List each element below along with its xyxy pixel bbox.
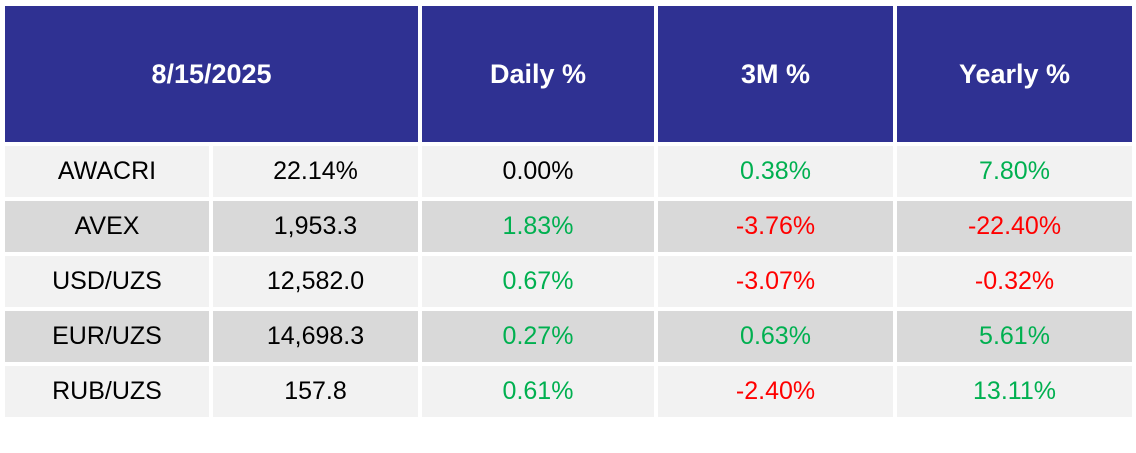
yearly-change-cell: 13.11%: [897, 366, 1132, 417]
header-yearly-cell: Yearly %: [897, 6, 1132, 142]
daily-change-cell: 0.27%: [422, 311, 654, 362]
daily-change-cell: 0.00%: [422, 146, 654, 197]
yearly-change-cell: -22.40%: [897, 201, 1132, 252]
instrument-value-cell: 157.8: [213, 366, 418, 417]
header-date-cell: 8/15/2025: [5, 6, 418, 142]
three-month-change-cell: 0.38%: [658, 146, 893, 197]
three-month-change-cell: 0.63%: [658, 311, 893, 362]
three-month-change-cell: -3.76%: [658, 201, 893, 252]
instrument-value-cell: 1,953.3: [213, 201, 418, 252]
daily-change-cell: 0.67%: [422, 256, 654, 307]
rates-grid: 8/15/2025 Daily % 3M % Yearly % AWACRI 22…: [5, 6, 1132, 417]
instrument-name-cell: AVEX: [5, 201, 209, 252]
three-month-change-cell: -2.40%: [658, 366, 893, 417]
yearly-change-cell: -0.32%: [897, 256, 1132, 307]
yearly-change-cell: 7.80%: [897, 146, 1132, 197]
instrument-value-cell: 22.14%: [213, 146, 418, 197]
instrument-name-cell: EUR/UZS: [5, 311, 209, 362]
instrument-value-cell: 12,582.0: [213, 256, 418, 307]
instrument-name-cell: AWACRI: [5, 146, 209, 197]
daily-change-cell: 0.61%: [422, 366, 654, 417]
header-3m-cell: 3M %: [658, 6, 893, 142]
yearly-change-cell: 5.61%: [897, 311, 1132, 362]
header-daily-cell: Daily %: [422, 6, 654, 142]
instrument-name-cell: USD/UZS: [5, 256, 209, 307]
instrument-value-cell: 14,698.3: [213, 311, 418, 362]
daily-change-cell: 1.83%: [422, 201, 654, 252]
three-month-change-cell: -3.07%: [658, 256, 893, 307]
instrument-name-cell: RUB/UZS: [5, 366, 209, 417]
